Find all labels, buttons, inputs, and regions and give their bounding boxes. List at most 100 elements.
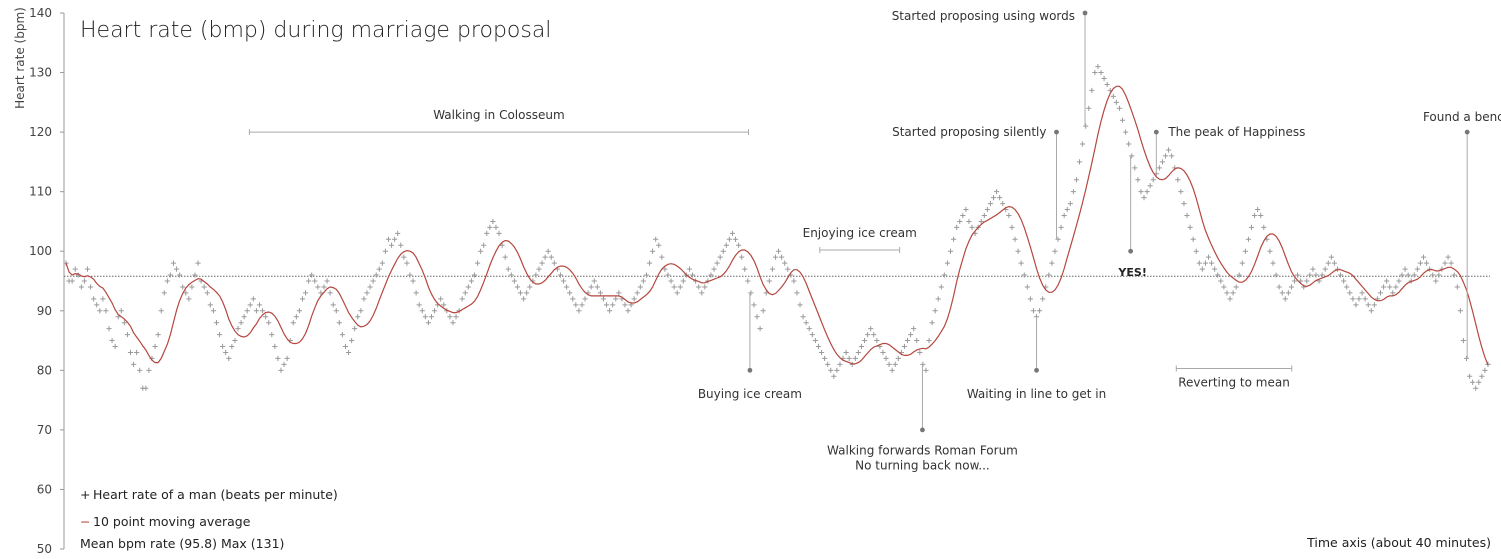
- heart-rate-point: [637, 284, 643, 290]
- heart-rate-point: [1138, 189, 1144, 195]
- heart-rate-point: [1460, 337, 1467, 344]
- heart-rate-point: [779, 254, 785, 260]
- y-tick-label: 100: [29, 244, 52, 258]
- heart-rate-point: [729, 230, 736, 236]
- heart-rate-point: [760, 308, 766, 314]
- heart-rate-point: [861, 337, 868, 344]
- annotation-label: Walking in Colosseum: [433, 108, 564, 122]
- heart-rate-point: [588, 284, 594, 290]
- heart-rate-point: [874, 337, 880, 344]
- heart-rate-point: [97, 308, 103, 314]
- heart-rate-point: [216, 332, 223, 338]
- heart-rate-point: [806, 326, 812, 332]
- annotation-label: Enjoying ice cream: [803, 226, 917, 240]
- heart-rate-point: [69, 278, 75, 284]
- heart-rate-point: [868, 326, 874, 332]
- heart-rate-point: [576, 308, 582, 314]
- heart-rate-point: [1070, 189, 1076, 195]
- heart-rate-point: [929, 320, 935, 326]
- y-tick-label: 90: [37, 304, 52, 318]
- heart-rate-point: [1181, 200, 1187, 207]
- heart-rate-point: [1337, 272, 1344, 278]
- heart-rate-point: [997, 195, 1003, 201]
- heart-rate-point: [668, 278, 674, 284]
- heart-rate-point: [947, 248, 954, 254]
- heart-rate-point: [969, 224, 975, 230]
- heart-rate-point: [1202, 260, 1209, 266]
- heart-rate-point: [1291, 278, 1298, 284]
- heart-rate-point: [812, 337, 818, 344]
- heart-rate-point: [978, 218, 984, 225]
- heart-rate-point: [880, 349, 886, 356]
- heart-rate-point: [471, 272, 478, 278]
- heart-rate-point: [1196, 260, 1202, 266]
- heart-rate-point: [613, 296, 619, 302]
- annotation-dot: [1128, 248, 1134, 254]
- heart-rate-point: [726, 236, 732, 242]
- annotation-label: Walking forwards Roman Forum: [827, 444, 1018, 458]
- heart-rate-point: [385, 236, 392, 242]
- heart-rate-point: [533, 272, 539, 278]
- heart-rate-point: [818, 349, 825, 356]
- heart-rate-point: [702, 284, 708, 290]
- heart-rate-point: [1083, 123, 1089, 129]
- heart-rate-point: [1067, 200, 1073, 207]
- heart-rate-point: [714, 260, 720, 266]
- heart-rate-point: [1482, 367, 1488, 373]
- heart-rate-point: [465, 284, 471, 290]
- heart-rate-point: [984, 206, 990, 213]
- heart-rate-point: [1353, 302, 1359, 308]
- legend-line-label: 10 point moving average: [93, 514, 251, 529]
- heart-rate-point: [81, 278, 88, 284]
- annotation-label: The peak of Happiness: [1167, 125, 1305, 139]
- heart-rate-point: [407, 272, 413, 278]
- heart-rate-point: [112, 343, 118, 350]
- heart-rate-point: [809, 332, 815, 338]
- heart-rate-point: [1261, 224, 1267, 230]
- heart-rate-point: [1012, 236, 1018, 242]
- heart-rate-point: [957, 218, 963, 225]
- heart-rate-point: [441, 302, 447, 308]
- heart-rate-point: [677, 284, 683, 290]
- heart-rate-point: [1473, 385, 1479, 391]
- heart-rate-point: [1205, 254, 1212, 260]
- heart-rate-point: [118, 308, 124, 314]
- heart-rate-point: [1362, 296, 1368, 302]
- heart-rate-point: [551, 260, 557, 266]
- heart-rate-point: [324, 278, 330, 284]
- heart-rate-point: [263, 314, 269, 320]
- heart-rate-point: [1101, 75, 1107, 82]
- heart-rate-point: [1436, 272, 1442, 278]
- heart-rate-point: [766, 278, 772, 284]
- heart-rate-point: [478, 248, 484, 254]
- y-tick-label: 70: [37, 423, 52, 437]
- heart-rate-point: [1221, 284, 1227, 290]
- heart-rate-point: [358, 308, 364, 314]
- heart-rate-point: [1052, 248, 1058, 254]
- annotation-dot: [1464, 129, 1470, 135]
- heart-rate-point: [1132, 165, 1138, 171]
- y-tick-label: 120: [29, 125, 52, 139]
- heart-rate-point: [496, 230, 502, 236]
- heart-rate-point: [336, 320, 342, 326]
- annotation-dot: [1082, 10, 1088, 16]
- heart-rate-point: [164, 278, 170, 284]
- heart-rate-point: [1009, 224, 1015, 230]
- moving-average-line: [65, 85, 1489, 366]
- heart-rate-point: [195, 260, 201, 266]
- heart-rate-point: [459, 296, 465, 302]
- heart-rate-point: [1359, 290, 1365, 296]
- heart-rate-point: [1282, 296, 1288, 302]
- heart-rate-point: [785, 266, 791, 272]
- heart-rate-point: [1227, 296, 1233, 302]
- heart-rate-point: [1402, 266, 1408, 272]
- heart-rate-point: [1169, 153, 1175, 159]
- heart-rate-point: [428, 314, 435, 320]
- heart-rate-point: [1095, 64, 1101, 70]
- heart-rate-point: [1451, 272, 1457, 278]
- heart-rate-point: [1344, 284, 1350, 290]
- heart-rate-point: [146, 367, 152, 373]
- heart-rate-point: [1110, 93, 1116, 99]
- heart-rate-point: [708, 272, 714, 278]
- heart-rate-point: [1310, 266, 1316, 272]
